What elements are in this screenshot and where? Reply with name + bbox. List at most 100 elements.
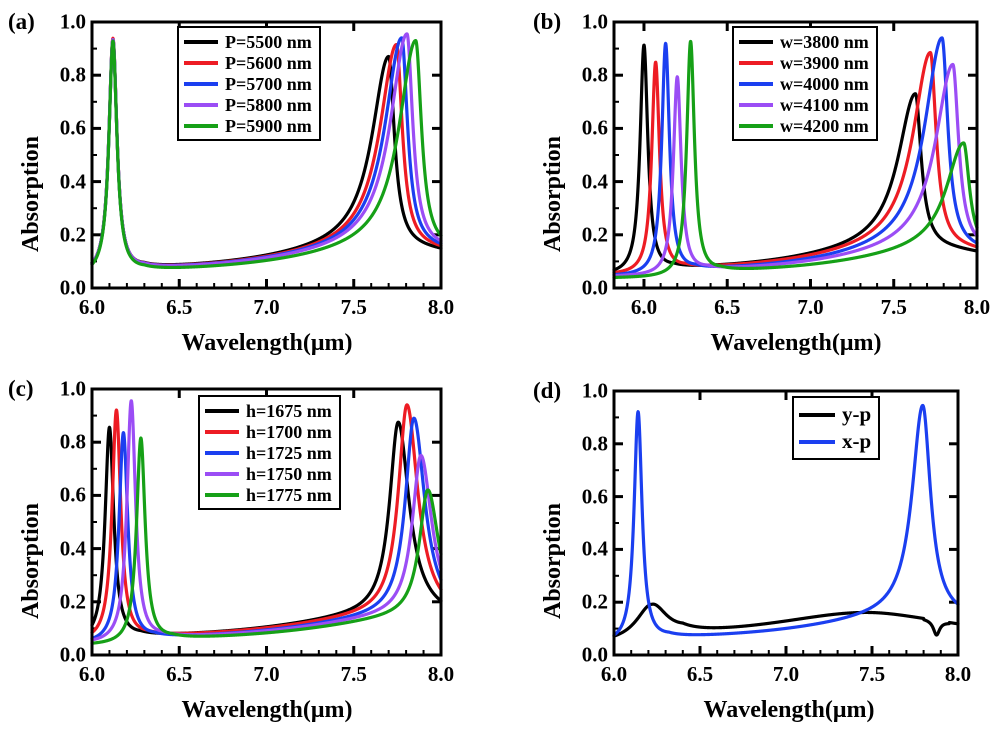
y-tick-label: 0.2 <box>59 589 86 614</box>
x-tick-label: 8.0 <box>944 662 972 686</box>
legend-label: P=5700 nm <box>225 73 312 94</box>
panel-a-xlabel: Wavelength(μm) <box>181 330 353 356</box>
legend-label: h=1725 nm <box>246 442 332 463</box>
x-tick-label: 7.5 <box>880 295 907 319</box>
legend-item: P=5800 nm <box>184 94 312 115</box>
legend-color-swatch <box>739 123 773 128</box>
legend-item: h=1750 nm <box>205 463 332 484</box>
legend-color-swatch <box>205 450 239 455</box>
panel-c-label: (c) <box>8 376 34 401</box>
panel-b-label: (b) <box>533 9 562 34</box>
legend-color-swatch <box>739 39 773 44</box>
legend-label: w=3900 nm <box>780 52 869 73</box>
y-tick-label: 0.0 <box>581 275 608 300</box>
legend-color-swatch <box>184 102 218 107</box>
y-tick-label: 0.2 <box>581 589 608 614</box>
panel-c-xlabel: Wavelength(μm) <box>181 697 353 723</box>
x-tick-label: 7.0 <box>797 295 824 319</box>
panel-a-plot <box>90 20 443 290</box>
y-tick-label: 0.4 <box>59 536 86 561</box>
legend-label: w=3800 nm <box>780 31 869 52</box>
y-tick-label: 0.8 <box>59 429 86 454</box>
series-line-p-5900-nm <box>90 38 443 270</box>
series-line-w-4100-nm <box>612 62 979 278</box>
x-tick-label: 6.5 <box>686 662 714 686</box>
legend-color-swatch <box>739 102 773 107</box>
panel-d-legend: y-p x-p <box>792 396 881 460</box>
y-tick-label: 0.2 <box>581 222 608 247</box>
panel-d: (d) Wavelength(μm) Absorption y-p x-p 6.0… <box>500 367 1000 734</box>
y-tick-label: 0.0 <box>581 642 608 667</box>
panel-d-xlabel: Wavelength(μm) <box>703 697 875 723</box>
legend-label: w=4100 nm <box>780 94 869 115</box>
y-tick-label: 0.8 <box>581 62 608 87</box>
series-line-h-1775-nm <box>90 436 443 645</box>
series-line-p-5800-nm <box>90 32 443 268</box>
legend-label: P=5600 nm <box>225 52 312 73</box>
y-tick-label: 0.8 <box>59 62 86 87</box>
panel-b-legend: w=3800 nm w=3900 nm w=4000 nm w=4100 nm w=42… <box>732 26 878 141</box>
y-tick-label: 0.6 <box>581 115 608 140</box>
x-tick-label: 6.5 <box>166 295 193 319</box>
y-tick-label: 0.4 <box>581 536 608 561</box>
x-tick-label: 7.5 <box>340 662 367 686</box>
legend-color-swatch <box>205 471 239 476</box>
legend-color-swatch <box>799 412 835 417</box>
series-line-x-p <box>612 403 960 637</box>
series-line-y-p <box>612 602 960 638</box>
legend-item: h=1700 nm <box>205 421 332 442</box>
legend-color-swatch <box>205 429 239 434</box>
legend-item: w=4000 nm <box>739 73 869 94</box>
x-tick-label: 6.5 <box>714 295 741 319</box>
legend-item: x-p <box>799 428 871 455</box>
legend-color-swatch <box>184 123 218 128</box>
legend-item: w=3900 nm <box>739 52 869 73</box>
y-tick-label: 0.6 <box>59 482 86 507</box>
legend-item: h=1775 nm <box>205 484 332 505</box>
y-tick-label: 1.0 <box>581 9 608 34</box>
series-line-w-4000-nm <box>612 36 979 277</box>
legend-label: h=1675 nm <box>246 400 332 421</box>
legend-label: w=4200 nm <box>780 115 869 136</box>
legend-item: w=3800 nm <box>739 31 869 52</box>
legend-item: P=5700 nm <box>184 73 312 94</box>
x-tick-label: 6.0 <box>600 662 628 686</box>
panel-d-label: (d) <box>533 378 562 403</box>
panel-a-legend: P=5500 nm P=5600 nm P=5700 nm P=5800 nm P=59… <box>177 26 321 141</box>
legend-label: y-p <box>842 402 872 426</box>
legend-color-swatch <box>739 81 773 86</box>
y-tick-label: 1.0 <box>59 9 86 34</box>
x-tick-label: 8.0 <box>427 295 455 319</box>
legend-label: w=4000 nm <box>780 73 869 94</box>
x-tick-label: 7.5 <box>340 295 367 319</box>
panel-a-label: (a) <box>8 9 35 34</box>
x-tick-label: 8.0 <box>427 662 455 686</box>
legend-label: P=5500 nm <box>225 31 312 52</box>
x-tick-label: 6.5 <box>166 662 193 686</box>
y-tick-label: 0.4 <box>581 169 608 194</box>
y-tick-label: 0.4 <box>59 169 86 194</box>
y-tick-label: 0.6 <box>59 115 86 140</box>
legend-color-swatch <box>205 408 239 413</box>
panel-c: (c) Wavelength(μm) Absorption h=1675 nm h… <box>0 367 500 734</box>
x-tick-label: 6.0 <box>78 295 106 319</box>
legend-item: h=1675 nm <box>205 400 332 421</box>
series-line-h-1750-nm <box>90 399 443 642</box>
legend-label: x-p <box>842 429 872 453</box>
legend-color-swatch <box>184 60 218 65</box>
x-tick-label: 7.0 <box>253 295 280 319</box>
y-tick-label: 1.0 <box>581 378 608 403</box>
series-line-w-4200-nm <box>612 39 979 280</box>
legend-item: P=5900 nm <box>184 115 312 136</box>
legend-label: P=5900 nm <box>225 115 312 136</box>
legend-item: y-p <box>799 401 871 428</box>
panel-c-legend: h=1675 nm h=1700 nm h=1725 nm h=1750 nm h=17… <box>198 395 341 510</box>
panel-a: (a) Wavelength(μm) Absorption P=5500 nm P… <box>0 0 500 367</box>
y-tick-label: 0.6 <box>581 484 608 509</box>
y-tick-label: 0.8 <box>581 431 608 456</box>
legend-label: h=1750 nm <box>246 463 332 484</box>
x-tick-label: 7.0 <box>772 662 800 686</box>
x-tick-label: 6.0 <box>78 662 106 686</box>
legend-item: P=5500 nm <box>184 31 312 52</box>
